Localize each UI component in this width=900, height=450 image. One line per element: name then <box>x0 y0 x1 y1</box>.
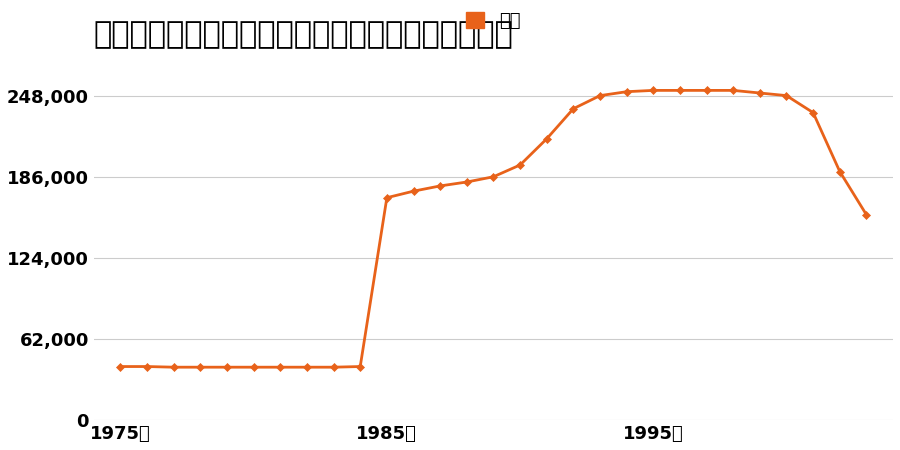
Legend: 価格: 価格 <box>459 4 527 37</box>
Text: 山口県徳山市大字櫛ケ浜字浜中１５３番の地価推移: 山口県徳山市大字櫛ケ浜字浜中１５３番の地価推移 <box>94 21 514 50</box>
